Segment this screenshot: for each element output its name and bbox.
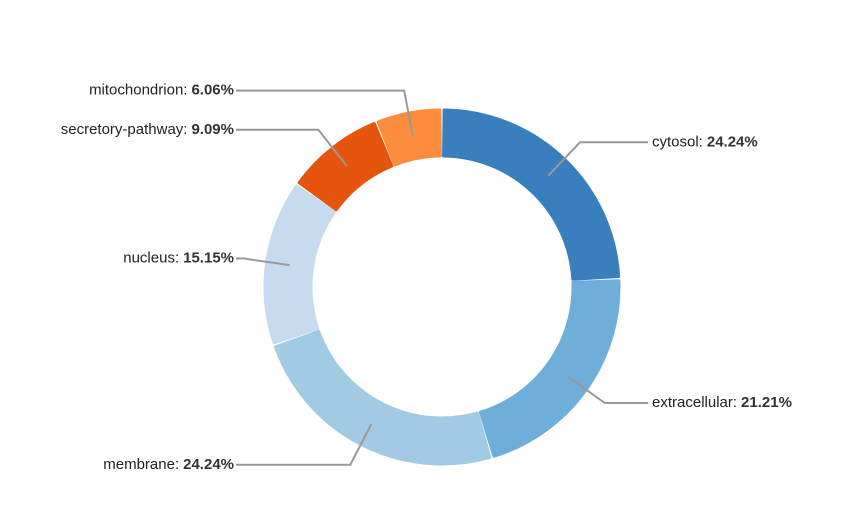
value-label: 21.21% <box>741 394 792 411</box>
value-label: 9.09% <box>191 121 234 138</box>
leader-line <box>236 423 373 466</box>
slice-label: extracellular: 21.21% <box>652 394 792 411</box>
category-label: membrane: <box>103 456 179 473</box>
value-label: 6.06% <box>191 82 234 99</box>
leader-line <box>547 141 648 177</box>
slice-label: mitochondrion: 6.06% <box>89 82 234 99</box>
slice-label: secretory-pathway: 9.09% <box>61 121 234 138</box>
donut-segment <box>376 108 442 167</box>
category-label: mitochondrion: <box>89 82 187 99</box>
category-label: extracellular: <box>652 394 737 411</box>
donut-segment <box>478 279 621 458</box>
value-label: 24.24% <box>183 456 234 473</box>
donut-segment <box>297 121 394 212</box>
value-label: 24.24% <box>707 133 758 150</box>
slice-label: cytosol: 24.24% <box>652 133 758 150</box>
leader-line <box>236 89 414 136</box>
leader-line <box>566 375 648 405</box>
category-label: cytosol: <box>652 133 703 150</box>
donut-segment <box>442 108 621 281</box>
donut-segment <box>263 184 336 345</box>
slice-label: nucleus: 15.15% <box>123 250 234 267</box>
leader-line <box>236 257 290 267</box>
category-label: nucleus: <box>123 250 179 267</box>
slice-label: membrane: 24.24% <box>103 456 234 473</box>
category-label: secretory-pathway: <box>61 121 188 138</box>
value-label: 15.15% <box>183 250 234 267</box>
donut-segment <box>273 329 492 466</box>
leader-line <box>236 128 348 167</box>
